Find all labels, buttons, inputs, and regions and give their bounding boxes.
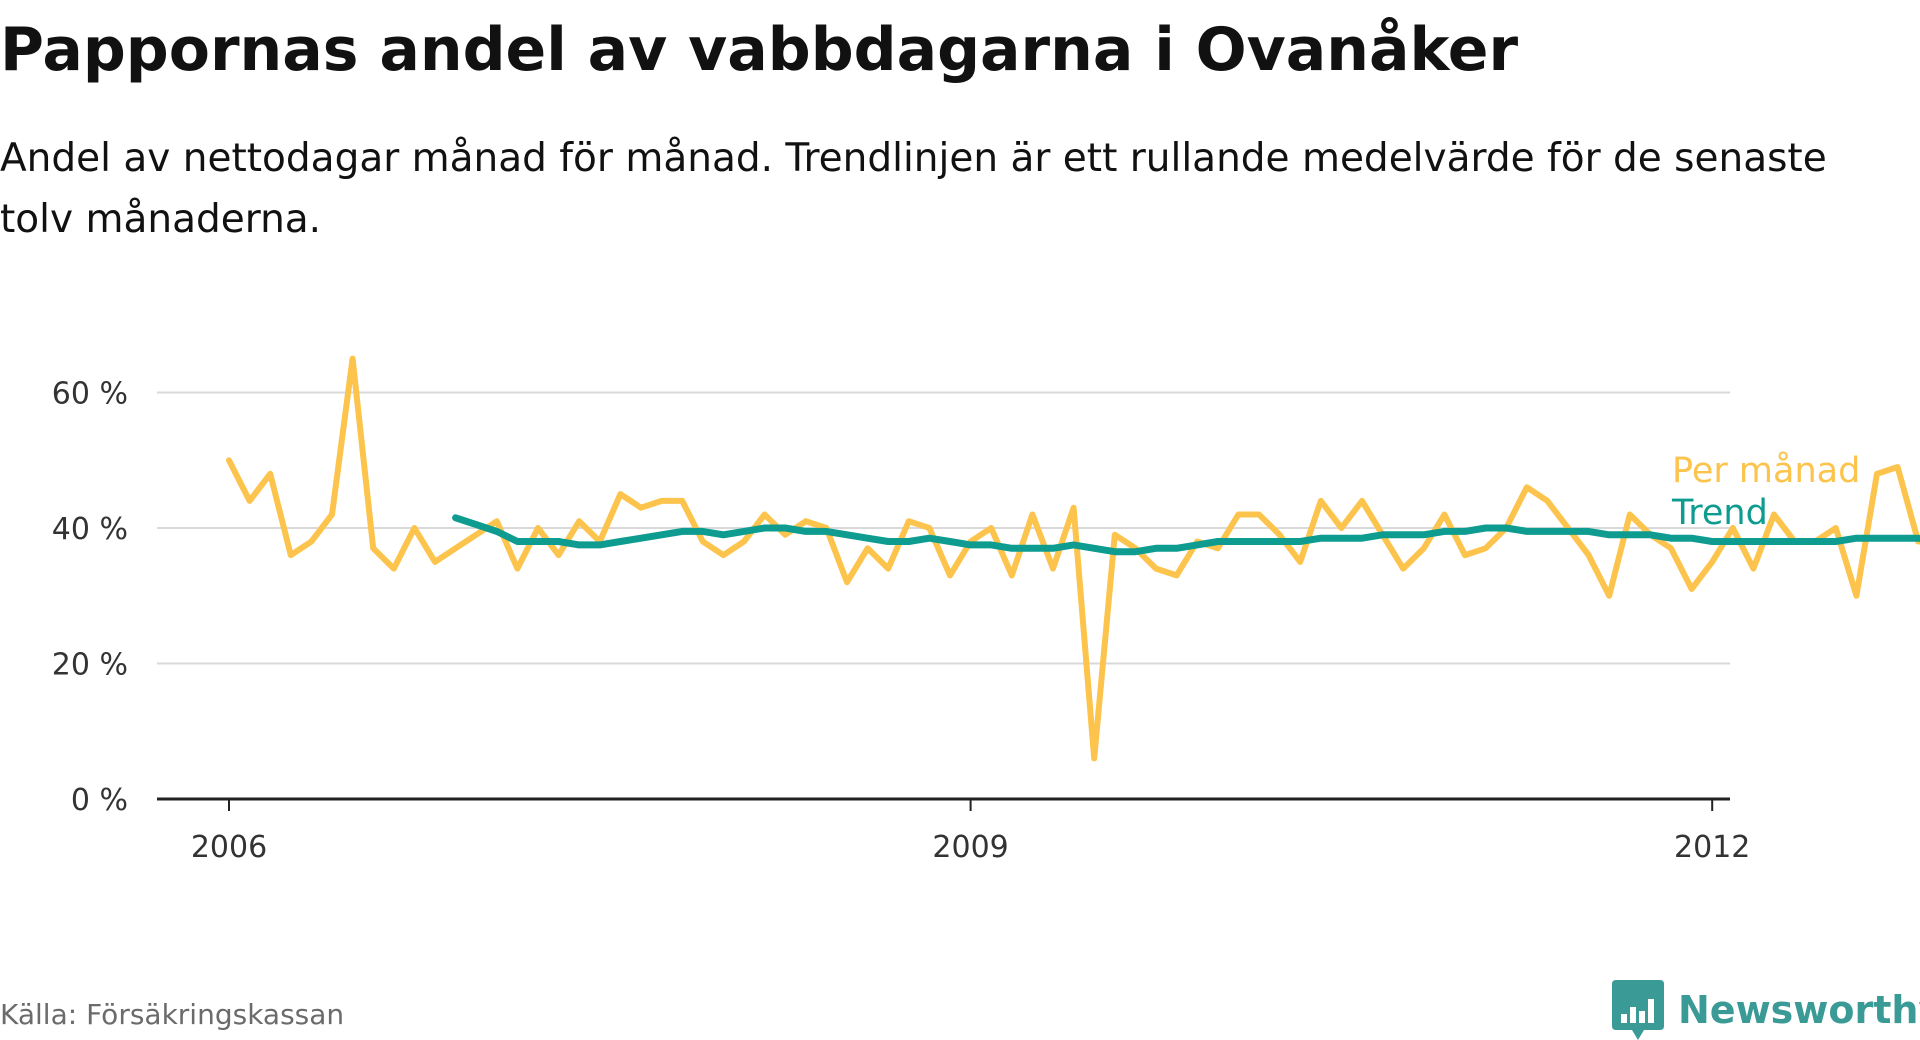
series-label-trend: Trend — [1671, 493, 1768, 533]
trend-series-line — [452, 514, 1920, 556]
line-chart: 0 %20 %40 %60 %2006200920122015201820212… — [52, 355, 1920, 866]
series-lines — [226, 355, 1920, 762]
source-note: Källa: Försäkringskassan — [0, 998, 345, 1031]
x-tick-label: 2012 — [1674, 830, 1750, 865]
chart-title: Pappornas andel av vabbdagarna i Ovanåke… — [0, 15, 1519, 85]
chart-subtitle: Andel av nettodagar månad för månad. Tre… — [0, 136, 1827, 242]
brand-logo: Newsworthy — [1612, 980, 1920, 1040]
y-tick-label: 40 % — [52, 512, 128, 547]
y-tick-label: 60 % — [52, 377, 128, 412]
x-tick-label: 2006 — [191, 830, 267, 865]
y-tick-label: 0 % — [71, 783, 128, 818]
bar-chart-speech-bubble-icon — [1612, 980, 1664, 1040]
monthly-series-line — [226, 355, 1920, 762]
series-label-monthly: Per månad — [1672, 450, 1860, 491]
y-tick-label: 20 % — [52, 648, 128, 683]
brand-name: Newsworthy — [1678, 988, 1920, 1032]
x-tick-label: 2009 — [932, 830, 1008, 865]
axes: 0 %20 %40 %60 %2006200920122015201820212… — [52, 377, 1751, 866]
